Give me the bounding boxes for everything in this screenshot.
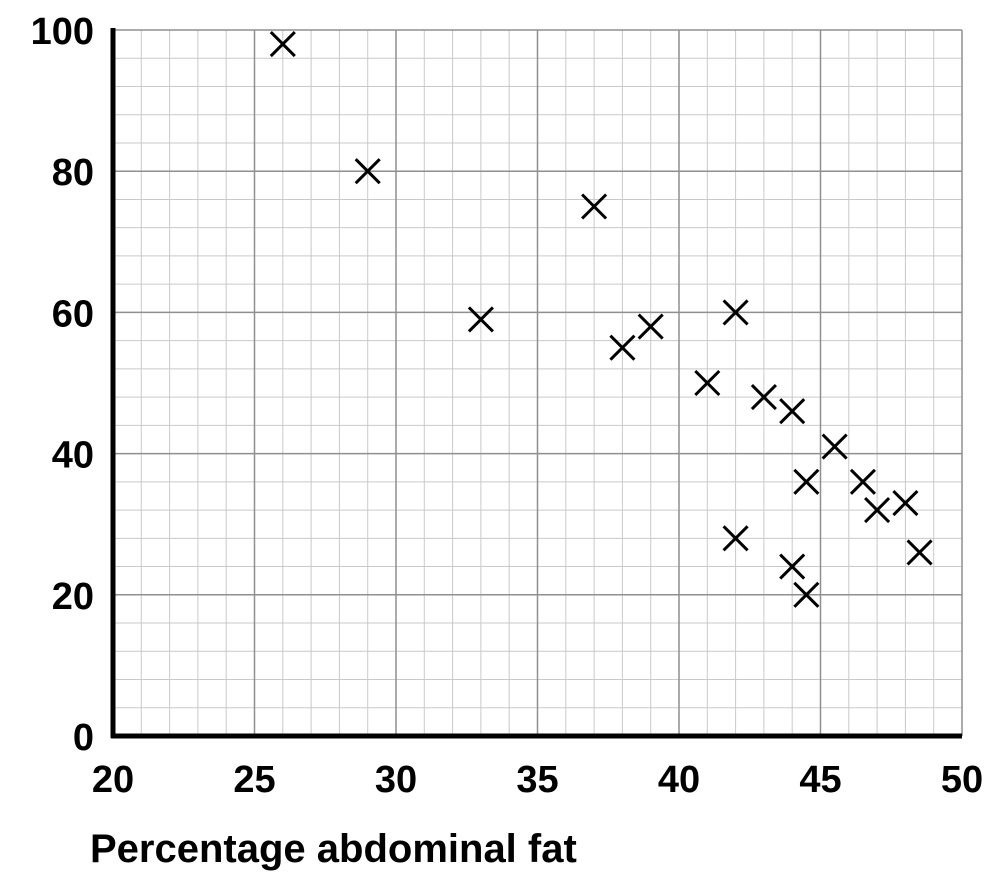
- y-tick-label: 80: [52, 152, 94, 194]
- marker-stroke: [892, 489, 919, 517]
- marker-stroke: [722, 525, 749, 552]
- marker-stroke: [779, 398, 806, 425]
- x-axis-title: Percentage abdominal fat: [90, 827, 577, 871]
- y-tick-label: 20: [52, 576, 94, 618]
- data-points: [269, 31, 933, 608]
- data-point-marker: [269, 31, 296, 58]
- data-point-marker: [906, 539, 933, 566]
- data-point-marker: [821, 433, 848, 460]
- marker-stroke: [637, 313, 664, 340]
- data-point-marker: [793, 581, 820, 608]
- data-point-marker: [892, 489, 919, 517]
- data-point-marker: [779, 398, 806, 425]
- data-point-marker: [864, 497, 891, 524]
- major-gridlines: [112, 29, 963, 737]
- data-point-marker: [849, 468, 877, 495]
- x-tick-label: 20: [92, 759, 134, 801]
- marker-stroke: [793, 581, 820, 608]
- data-point-marker: [467, 306, 494, 333]
- data-point-marker: [722, 299, 749, 326]
- marker-stroke: [269, 31, 296, 58]
- y-tick-labels: 0 20 40 60 80 100: [31, 11, 94, 759]
- x-tick-labels: 20 25 30 35 40 45 50: [92, 759, 983, 801]
- data-point-marker: [722, 525, 749, 552]
- data-point-marker: [779, 553, 806, 580]
- x-tick-label: 30: [375, 759, 417, 801]
- data-point-marker: [637, 313, 664, 340]
- data-point-marker: [354, 158, 381, 185]
- marker-stroke: [694, 369, 721, 397]
- marker-stroke: [750, 384, 777, 411]
- marker-stroke: [354, 158, 381, 185]
- y-tick-label: 100: [31, 11, 94, 53]
- y-tick-label: 60: [52, 293, 94, 335]
- x-tick-label: 40: [658, 759, 700, 801]
- y-tick-label: 0: [73, 717, 94, 759]
- x-tick-label: 35: [516, 759, 558, 801]
- data-point-marker: [694, 369, 721, 397]
- marker-stroke: [793, 468, 820, 495]
- x-tick-label: 45: [799, 759, 841, 801]
- data-point-marker: [581, 193, 608, 220]
- marker-stroke: [722, 299, 749, 326]
- marker-stroke: [609, 334, 636, 361]
- axes: [110, 28, 962, 739]
- marker-stroke: [849, 468, 877, 495]
- marker-stroke: [864, 497, 891, 524]
- x-tick-label: 50: [941, 759, 983, 801]
- marker-stroke: [467, 306, 494, 333]
- marker-stroke: [581, 193, 608, 220]
- x-tick-label: 25: [233, 759, 275, 801]
- data-point-marker: [609, 334, 636, 361]
- data-point-marker: [793, 468, 820, 495]
- marker-stroke: [779, 553, 806, 580]
- marker-stroke: [906, 539, 933, 566]
- marker-stroke: [821, 433, 848, 460]
- data-point-marker: [750, 384, 777, 411]
- y-tick-label: 40: [52, 435, 94, 477]
